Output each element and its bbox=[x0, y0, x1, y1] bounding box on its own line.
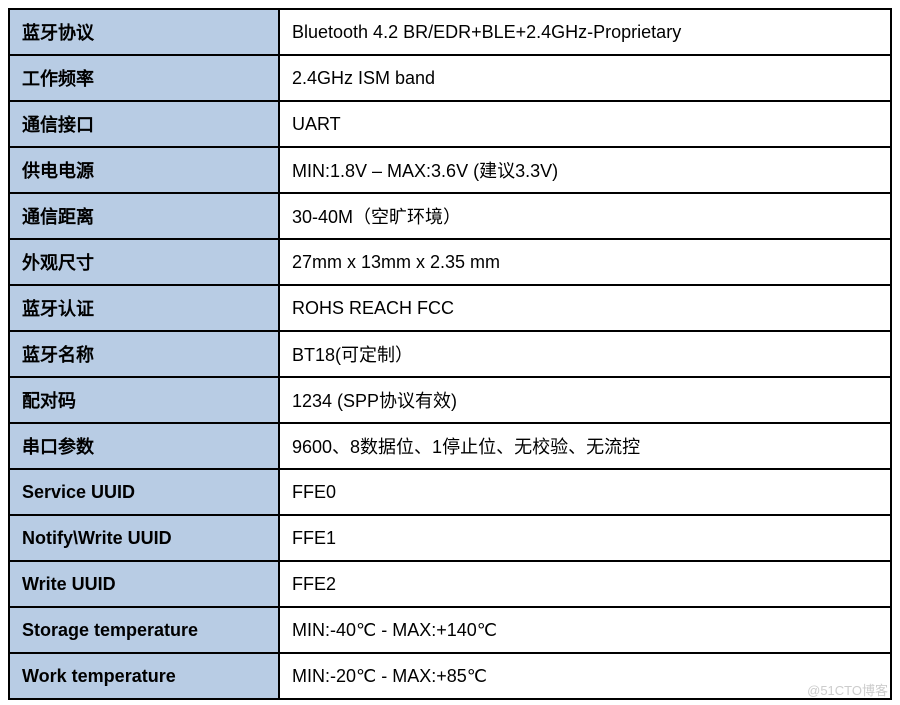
spec-value: UART bbox=[279, 101, 891, 147]
table-row: 蓝牙名称BT18(可定制） bbox=[9, 331, 891, 377]
spec-label: 工作频率 bbox=[9, 55, 279, 101]
spec-label: 蓝牙认证 bbox=[9, 285, 279, 331]
spec-value: MIN:-40℃ - MAX:+140℃ bbox=[279, 607, 891, 653]
spec-label: Write UUID bbox=[9, 561, 279, 607]
spec-label: 串口参数 bbox=[9, 423, 279, 469]
table-row: 蓝牙认证ROHS REACH FCC bbox=[9, 285, 891, 331]
table-row: 通信距离30-40M（空旷环境） bbox=[9, 193, 891, 239]
spec-label: 蓝牙名称 bbox=[9, 331, 279, 377]
spec-label: 通信接口 bbox=[9, 101, 279, 147]
spec-value: FFE0 bbox=[279, 469, 891, 515]
table-row: Storage temperatureMIN:-40℃ - MAX:+140℃ bbox=[9, 607, 891, 653]
spec-value: 1234 (SPP协议有效) bbox=[279, 377, 891, 423]
spec-label: 配对码 bbox=[9, 377, 279, 423]
table-row: 配对码1234 (SPP协议有效) bbox=[9, 377, 891, 423]
spec-label: 外观尺寸 bbox=[9, 239, 279, 285]
spec-table: 蓝牙协议Bluetooth 4.2 BR/EDR+BLE+2.4GHz-Prop… bbox=[8, 8, 892, 700]
spec-value: 30-40M（空旷环境） bbox=[279, 193, 891, 239]
spec-value: BT18(可定制） bbox=[279, 331, 891, 377]
spec-value: ROHS REACH FCC bbox=[279, 285, 891, 331]
spec-value: 2.4GHz ISM band bbox=[279, 55, 891, 101]
table-row: Notify\Write UUIDFFE1 bbox=[9, 515, 891, 561]
table-row: Service UUIDFFE0 bbox=[9, 469, 891, 515]
spec-label: Service UUID bbox=[9, 469, 279, 515]
spec-value: 27mm x 13mm x 2.35 mm bbox=[279, 239, 891, 285]
table-row: Write UUIDFFE2 bbox=[9, 561, 891, 607]
spec-label: Storage temperature bbox=[9, 607, 279, 653]
spec-label: Work temperature bbox=[9, 653, 279, 699]
spec-value: 9600、8数据位、1停止位、无校验、无流控 bbox=[279, 423, 891, 469]
table-row: 通信接口UART bbox=[9, 101, 891, 147]
spec-label: 通信距离 bbox=[9, 193, 279, 239]
table-row: 蓝牙协议Bluetooth 4.2 BR/EDR+BLE+2.4GHz-Prop… bbox=[9, 9, 891, 55]
spec-value: FFE2 bbox=[279, 561, 891, 607]
table-row: 工作频率2.4GHz ISM band bbox=[9, 55, 891, 101]
table-row: Work temperatureMIN:-20℃ - MAX:+85℃ bbox=[9, 653, 891, 699]
spec-value: FFE1 bbox=[279, 515, 891, 561]
table-row: 串口参数9600、8数据位、1停止位、无校验、无流控 bbox=[9, 423, 891, 469]
watermark-text: @51CTO博客 bbox=[807, 680, 888, 699]
spec-label: Notify\Write UUID bbox=[9, 515, 279, 561]
spec-label: 蓝牙协议 bbox=[9, 9, 279, 55]
table-row: 供电电源MIN:1.8V – MAX:3.6V (建议3.3V) bbox=[9, 147, 891, 193]
spec-table-body: 蓝牙协议Bluetooth 4.2 BR/EDR+BLE+2.4GHz-Prop… bbox=[9, 9, 891, 699]
spec-label: 供电电源 bbox=[9, 147, 279, 193]
spec-value: MIN:1.8V – MAX:3.6V (建议3.3V) bbox=[279, 147, 891, 193]
table-row: 外观尺寸27mm x 13mm x 2.35 mm bbox=[9, 239, 891, 285]
spec-value: Bluetooth 4.2 BR/EDR+BLE+2.4GHz-Propriet… bbox=[279, 9, 891, 55]
spec-value: MIN:-20℃ - MAX:+85℃ bbox=[279, 653, 891, 699]
